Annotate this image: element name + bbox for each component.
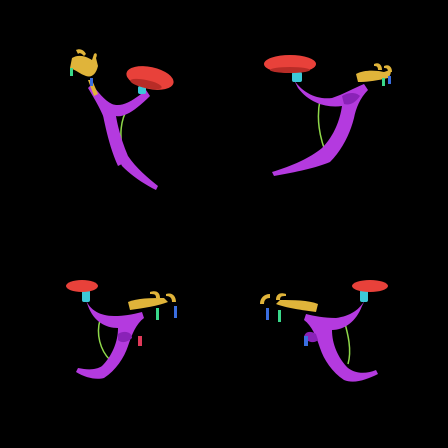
handlebar-hook-shape: [150, 291, 160, 298]
saddle-shape: [66, 280, 98, 292]
stem-shape: [292, 72, 302, 82]
handlebar-shape: [356, 70, 391, 82]
frame-shape: [88, 84, 158, 190]
frame-cutout-shape: [118, 331, 132, 343]
accent-shape: [382, 78, 385, 86]
saddle-shape: [126, 66, 174, 90]
stem-shape: [360, 290, 368, 302]
frame-shape: [304, 298, 378, 382]
handlebar-hook-shape: [384, 65, 392, 72]
saddle-shadow-shape: [130, 78, 162, 90]
segmented-part-render-icon: [260, 280, 388, 382]
handlebar-hook-shape: [166, 293, 176, 302]
accent-shape: [90, 78, 93, 86]
accent-shape: [70, 68, 73, 76]
handlebar-hook-shape: [276, 293, 286, 300]
handlebar-shape: [70, 53, 98, 77]
handlebar-shape: [128, 298, 168, 310]
stem-shape: [82, 290, 90, 302]
frame-cutout-shape: [342, 93, 360, 105]
handlebar-hook-shape: [76, 49, 86, 56]
stem-shape: [138, 86, 146, 94]
accent-shape: [138, 336, 142, 346]
handlebar-hook-shape: [374, 63, 382, 70]
render-view-top-right: [224, 0, 448, 224]
frame-shape: [76, 300, 144, 379]
segmented-part-render-icon: [70, 49, 174, 190]
segmented-part-render-icon: [66, 280, 177, 379]
render-view-bottom-left: [0, 224, 224, 448]
render-view-top-left: [0, 0, 224, 224]
accent-shape: [156, 308, 159, 320]
cable-shape: [97, 319, 111, 361]
handlebar-shape: [276, 300, 318, 312]
accent-shape: [388, 76, 391, 84]
saddle-shadow-shape: [270, 67, 310, 73]
accent-shape: [266, 308, 269, 320]
saddle-shape: [352, 280, 388, 292]
frame-arm-shape: [100, 100, 122, 166]
accent-shape: [278, 310, 281, 322]
segmented-part-render-icon: [264, 55, 392, 176]
handlebar-hook-shape: [260, 294, 270, 304]
accent-shape: [174, 306, 177, 318]
accent-shape: [304, 336, 308, 346]
render-view-bottom-right: [224, 224, 448, 448]
